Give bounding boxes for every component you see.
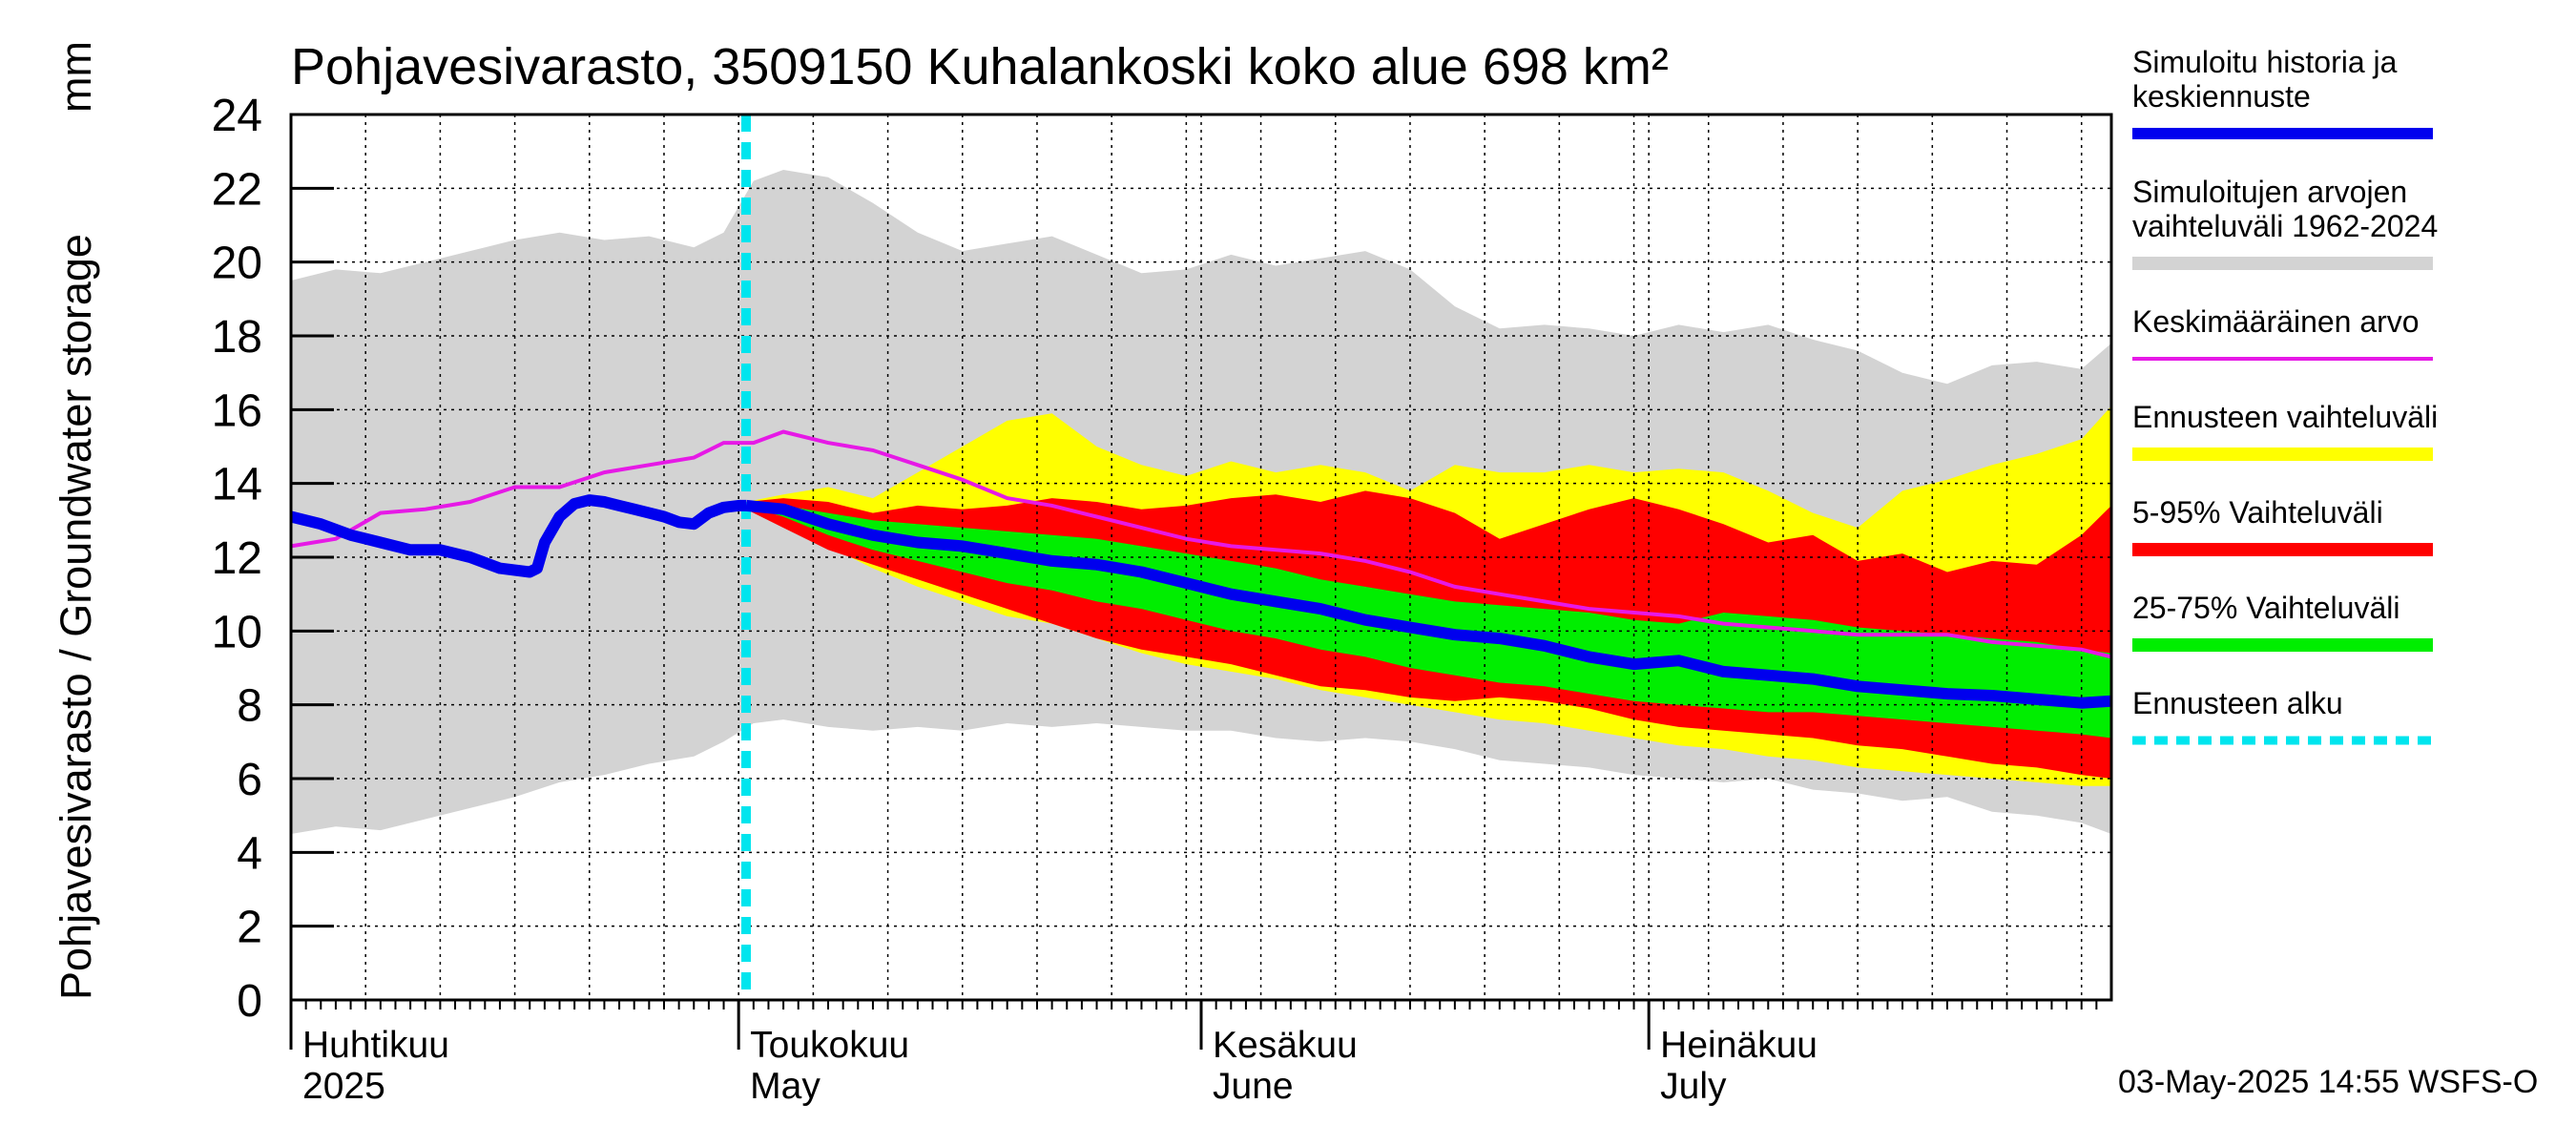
y-tick-label: 4	[237, 828, 262, 879]
legend-label: keskiennuste	[2132, 79, 2311, 114]
mean-line	[290, 429, 2112, 659]
month-sublabel: June	[1213, 1066, 1294, 1107]
history-line	[289, 494, 746, 578]
legend-label: Keskimääräinen arvo	[2132, 304, 2420, 339]
y-tick-label: 22	[212, 164, 262, 215]
axes-layer: 024681012141618202224Huhtikuu2025Toukoku…	[212, 91, 2113, 1107]
grid-layer	[291, 114, 2111, 1000]
y-tick-label: 0	[237, 976, 262, 1027]
month-sublabel: July	[1660, 1066, 1727, 1107]
y-tick-label: 2	[237, 903, 262, 953]
y-tick-label: 24	[212, 91, 262, 141]
y-tick-label: 8	[237, 681, 262, 732]
month-label: Toukokuu	[750, 1025, 909, 1066]
legend-label: Ennusteen alku	[2132, 686, 2343, 720]
footer-timestamp: 03-May-2025 14:55 WSFS-O	[2118, 1064, 2538, 1100]
y-tick-label: 16	[212, 385, 262, 436]
legend-label: Ennusteen vaihteluväli	[2132, 400, 2438, 434]
month-sublabel: 2025	[302, 1066, 385, 1107]
chart-title: Pohjavesivarasto, 3509150 Kuhalankoski k…	[291, 38, 1669, 95]
y-tick-label: 14	[212, 460, 262, 510]
y-tick-label: 18	[212, 312, 262, 363]
y-axis-label: Pohjavesivarasto / Groundwater storage	[52, 234, 100, 1000]
legend-label: Simuloitujen arvojen	[2132, 175, 2407, 209]
lines-layer	[289, 114, 2112, 1000]
y-tick-label: 20	[212, 239, 262, 289]
y-tick-label: 12	[212, 533, 262, 584]
y-tick-label: 6	[237, 755, 262, 805]
legend-label: Simuloitu historia ja	[2132, 45, 2398, 79]
month-sublabel: May	[750, 1066, 821, 1107]
y-tick-label: 10	[212, 607, 262, 657]
legend-label: vaihteluväli 1962-2024	[2132, 209, 2438, 243]
month-label: Kesäkuu	[1213, 1025, 1358, 1066]
month-label: Huhtikuu	[302, 1025, 449, 1066]
legend-label: 5-95% Vaihteluväli	[2132, 495, 2383, 530]
forecast-median-line	[745, 499, 2112, 709]
month-label: Heinäkuu	[1660, 1025, 1818, 1066]
y-axis-unit: mm	[52, 41, 100, 113]
legend-label: 25-75% Vaihteluväli	[2132, 591, 2399, 625]
